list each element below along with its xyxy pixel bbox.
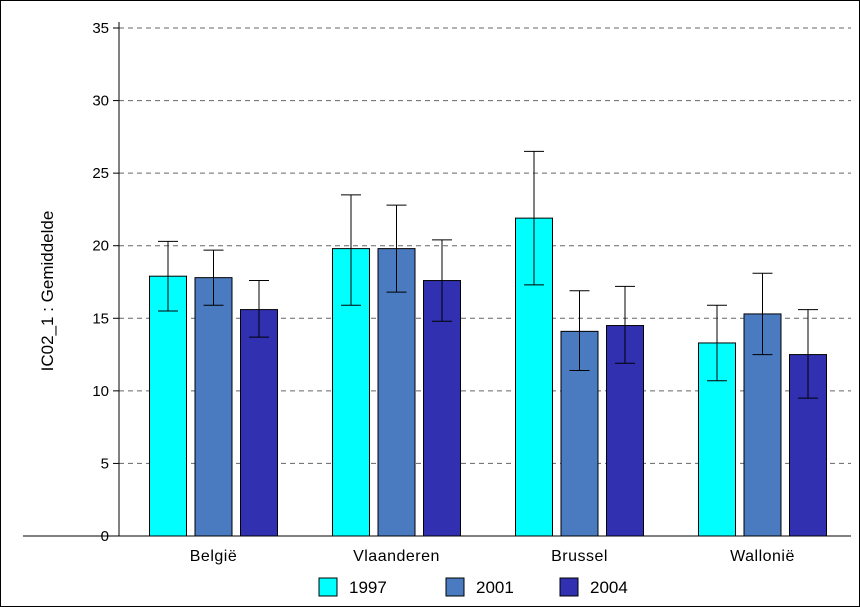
- legend-swatch: [559, 577, 579, 597]
- legend-label: 2001: [476, 578, 514, 597]
- y-tick-label: 10: [92, 383, 109, 400]
- y-tick-label: 35: [92, 20, 109, 37]
- legend-label: 2004: [590, 578, 628, 597]
- axes: [23, 22, 851, 537]
- legend-swatch: [318, 577, 338, 597]
- y-tick-label: 30: [92, 93, 109, 110]
- legend-swatch: [445, 577, 465, 597]
- bars: [149, 217, 827, 537]
- x-category-label: Wallonië: [730, 548, 795, 565]
- bar: [194, 277, 233, 537]
- bar: [240, 309, 278, 537]
- legend-label: 1997: [349, 578, 387, 597]
- x-category-label: Brussel: [551, 548, 608, 565]
- y-tick-label: 5: [101, 455, 109, 472]
- legend: 1997 2001 2004: [318, 577, 628, 597]
- bar: [377, 248, 416, 537]
- x-category-label: Vlaanderen: [353, 548, 440, 565]
- y-axis-title: IC02_1 : Gemiddelde: [38, 211, 57, 372]
- y-tick-labels: 0 5 10 15 20 25 30 35: [92, 20, 109, 545]
- x-category-label: België: [190, 548, 237, 565]
- bar: [149, 275, 187, 537]
- x-category-labels: België Vlaanderen Brussel Wallonië: [190, 548, 795, 565]
- y-tick-label: 20: [92, 238, 109, 255]
- y-tick-label: 25: [92, 165, 109, 182]
- y-tick-label: 0: [101, 528, 109, 545]
- y-tick-label: 15: [92, 310, 109, 327]
- bar: [423, 280, 461, 537]
- error-bars: [158, 150, 818, 399]
